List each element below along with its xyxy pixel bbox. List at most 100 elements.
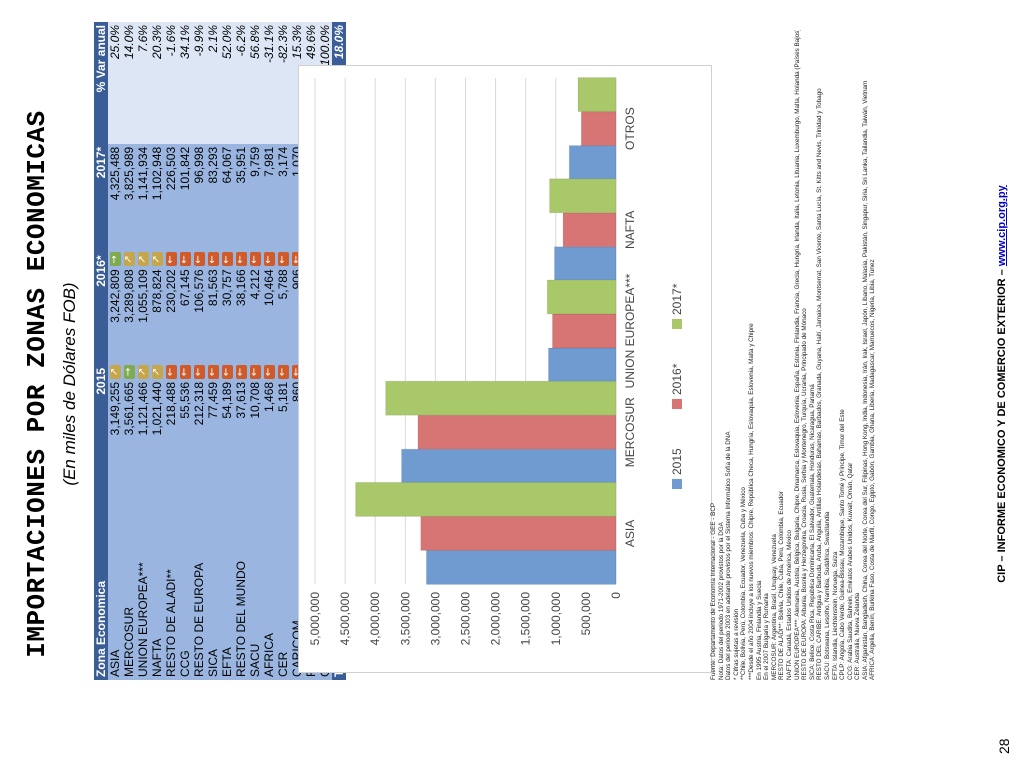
trend-down-arrow-icon bbox=[179, 252, 191, 267]
header-2016: 2016* bbox=[94, 252, 108, 365]
footnote-line: CPLP: Angola, Cabo Verde, Guinea-Bissau,… bbox=[839, 409, 847, 680]
header-2017: 2017* bbox=[94, 143, 108, 253]
table-row: RESTO DE ALADI**218,488 230,202 226,503-1.… bbox=[164, 22, 178, 680]
var-percent: 56.8% bbox=[248, 22, 262, 144]
trend-arrow-cell bbox=[276, 364, 290, 379]
bar-2016-otros bbox=[580, 111, 617, 147]
footnote-line: RESTO DE ALADI**: Bolivia, Chile, Cuba, … bbox=[778, 491, 786, 680]
footnote-line: Fuente: Departamento de Economía Interna… bbox=[710, 502, 717, 680]
trend-arrow-cell bbox=[122, 364, 136, 379]
zone-name: SACU bbox=[248, 477, 262, 680]
trend-arrow-cell bbox=[150, 252, 164, 267]
footer-text: CIP – INFORME ECONOMICO Y DE COMERCIO EX… bbox=[996, 269, 1008, 583]
bar-2017-otros bbox=[577, 77, 617, 113]
trend-down-arrow-icon bbox=[165, 252, 177, 267]
page-title: IMPORTACIONES POR ZONAS ECONOMICAS bbox=[22, 110, 52, 658]
value-2015: 54,189 bbox=[220, 378, 234, 478]
bar-2017-mercosur bbox=[385, 380, 617, 416]
legend-swatch bbox=[672, 319, 682, 329]
header-var: % Var anual bbox=[94, 22, 108, 144]
trend-arrow-cell bbox=[192, 364, 206, 379]
bar-2015-mercosur bbox=[401, 448, 617, 484]
y-tick-label: 3,500,000 bbox=[398, 592, 412, 646]
value-2017: 101,842 bbox=[178, 143, 192, 253]
value-2017: 83,293 bbox=[206, 143, 220, 253]
trend-up-arrow-icon bbox=[109, 364, 121, 379]
value-2016: 1,055,109 bbox=[136, 266, 150, 365]
trend-arrow-cell bbox=[234, 252, 248, 267]
trend-up-arrow-icon bbox=[137, 252, 149, 267]
trend-arrow-cell bbox=[262, 252, 276, 267]
trend-arrow-cell bbox=[164, 364, 178, 379]
trend-down-arrow-icon bbox=[235, 252, 247, 267]
value-2015: 77,459 bbox=[206, 378, 220, 478]
trend-arrow-cell bbox=[276, 252, 290, 267]
y-tick-label: 1,500,000 bbox=[519, 592, 533, 646]
trend-up-arrow-icon bbox=[151, 364, 163, 379]
trend-down-arrow-icon bbox=[249, 364, 261, 379]
trend-arrow-cell bbox=[150, 364, 164, 379]
trend-flat-arrow-icon bbox=[109, 252, 121, 267]
footnote-line: Nota: Datos del periodo 1971-2002 provis… bbox=[717, 522, 725, 680]
trend-arrow-cell bbox=[164, 252, 178, 267]
trend-arrow-cell bbox=[122, 252, 136, 267]
trend-arrow-cell bbox=[234, 364, 248, 379]
trend-down-arrow-icon bbox=[263, 252, 275, 267]
x-category-label: UNION EUROPEA*** bbox=[623, 273, 637, 388]
value-2016: 81,563 bbox=[206, 266, 220, 365]
y-tick-label: 1,000,000 bbox=[549, 592, 563, 646]
value-2017: 9,759 bbox=[248, 143, 262, 253]
y-tick-label: 4,000,000 bbox=[368, 592, 382, 646]
trend-down-arrow-icon bbox=[277, 252, 289, 267]
footnote-line: NAFTA: Canadá, Estados Unidos de América… bbox=[785, 529, 793, 680]
legend-swatch bbox=[672, 399, 682, 409]
footnote-line: RESTO DE EUROPA: Albania, Bosnia y Herze… bbox=[801, 308, 809, 680]
value-2015: 5,181 bbox=[276, 378, 290, 478]
bar-2015-unioneuropea bbox=[547, 347, 617, 383]
value-2017: 4,325,488 bbox=[108, 143, 122, 253]
y-tick-label: 5,000,000 bbox=[308, 592, 322, 646]
zone-name: SICA bbox=[206, 477, 220, 680]
page-number: 28 bbox=[996, 738, 1012, 754]
var-percent: 20.3% bbox=[150, 22, 164, 144]
value-2017: 1,102,948 bbox=[150, 143, 164, 253]
zone-name: CER bbox=[276, 477, 290, 680]
bar-2015-asia bbox=[425, 549, 617, 585]
footnote-line: Datos del periodo 2003 en adelante provi… bbox=[725, 431, 733, 680]
trend-up-arrow-icon bbox=[137, 364, 149, 379]
trend-arrow-cell bbox=[136, 252, 150, 267]
value-2016: 3,289,808 bbox=[122, 266, 136, 365]
trend-down-arrow-icon bbox=[179, 364, 191, 379]
zone-name: MERCOSUR bbox=[122, 477, 136, 680]
bar-2016-asia bbox=[420, 515, 617, 551]
trend-arrow-cell bbox=[220, 252, 234, 267]
value-2017: 226,503 bbox=[164, 143, 178, 253]
footnote-line: ASIA: Afganistán, Bangladesh, China, Cor… bbox=[861, 80, 869, 680]
value-2015: 1,468 bbox=[262, 378, 276, 478]
table-row: UNION EUROPEA***1,121,466 1,055,109 1,141,… bbox=[136, 22, 150, 680]
zone-name: EFTA bbox=[220, 477, 234, 680]
value-2017: 35,951 bbox=[234, 143, 248, 253]
var-percent: 52.0% bbox=[220, 22, 234, 144]
value-2015: 218,488 bbox=[164, 378, 178, 478]
bar-2016-nafta bbox=[562, 212, 617, 248]
trend-down-arrow-icon bbox=[165, 364, 177, 379]
value-2016: 67,145 bbox=[178, 266, 192, 365]
trend-arrow-cell bbox=[108, 364, 122, 379]
footnote-line: UNION EUROPEA***: Alemania, Austria, Bél… bbox=[793, 30, 801, 680]
trend-down-arrow-icon bbox=[207, 252, 219, 267]
table-header-row: Zona Economica 2015 2016* 2017* % Var an… bbox=[94, 22, 108, 680]
value-2016: 230,202 bbox=[164, 266, 178, 365]
value-2015: 37,613 bbox=[234, 378, 248, 478]
footnote-line: En 1995 Austria, Finlandia y Suecia bbox=[755, 580, 763, 680]
x-category-label: NAFTA bbox=[623, 211, 637, 249]
footer-link[interactable]: www.cip.org.py bbox=[996, 185, 1008, 267]
page-footer: CIP – INFORME ECONOMICO Y DE COMERCIO EX… bbox=[996, 0, 1008, 768]
y-tick-label: 2,000,000 bbox=[489, 592, 503, 646]
trend-down-arrow-icon bbox=[277, 364, 289, 379]
bar-2017-asia bbox=[355, 481, 617, 517]
